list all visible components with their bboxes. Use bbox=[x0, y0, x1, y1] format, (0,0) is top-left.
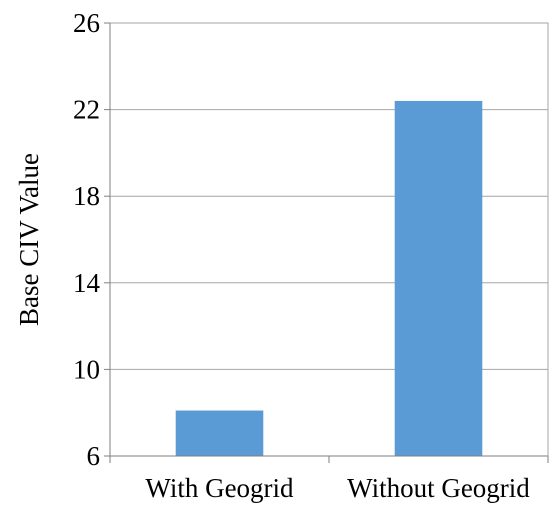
axes bbox=[104, 22, 549, 463]
y-tick-label: 26 bbox=[73, 8, 100, 38]
y-tick-label: 10 bbox=[73, 354, 100, 384]
y-tick-label: 18 bbox=[73, 181, 100, 211]
y-tick-labels: 6 10 14 18 22 26 bbox=[73, 8, 101, 471]
x-category-label: With Geogrid bbox=[145, 473, 294, 503]
x-category-labels: With Geogrid Without Geogrid bbox=[145, 473, 530, 503]
x-category-label: Without Geogrid bbox=[347, 473, 530, 503]
y-axis-title: Base CIV Value bbox=[14, 153, 44, 326]
y-tick-label: 14 bbox=[73, 268, 101, 298]
bar-with-geogrid bbox=[175, 410, 264, 456]
y-tick-label: 6 bbox=[87, 441, 101, 471]
bars bbox=[175, 100, 483, 456]
bar-without-geogrid bbox=[394, 100, 483, 456]
y-tick-label: 22 bbox=[73, 95, 100, 125]
